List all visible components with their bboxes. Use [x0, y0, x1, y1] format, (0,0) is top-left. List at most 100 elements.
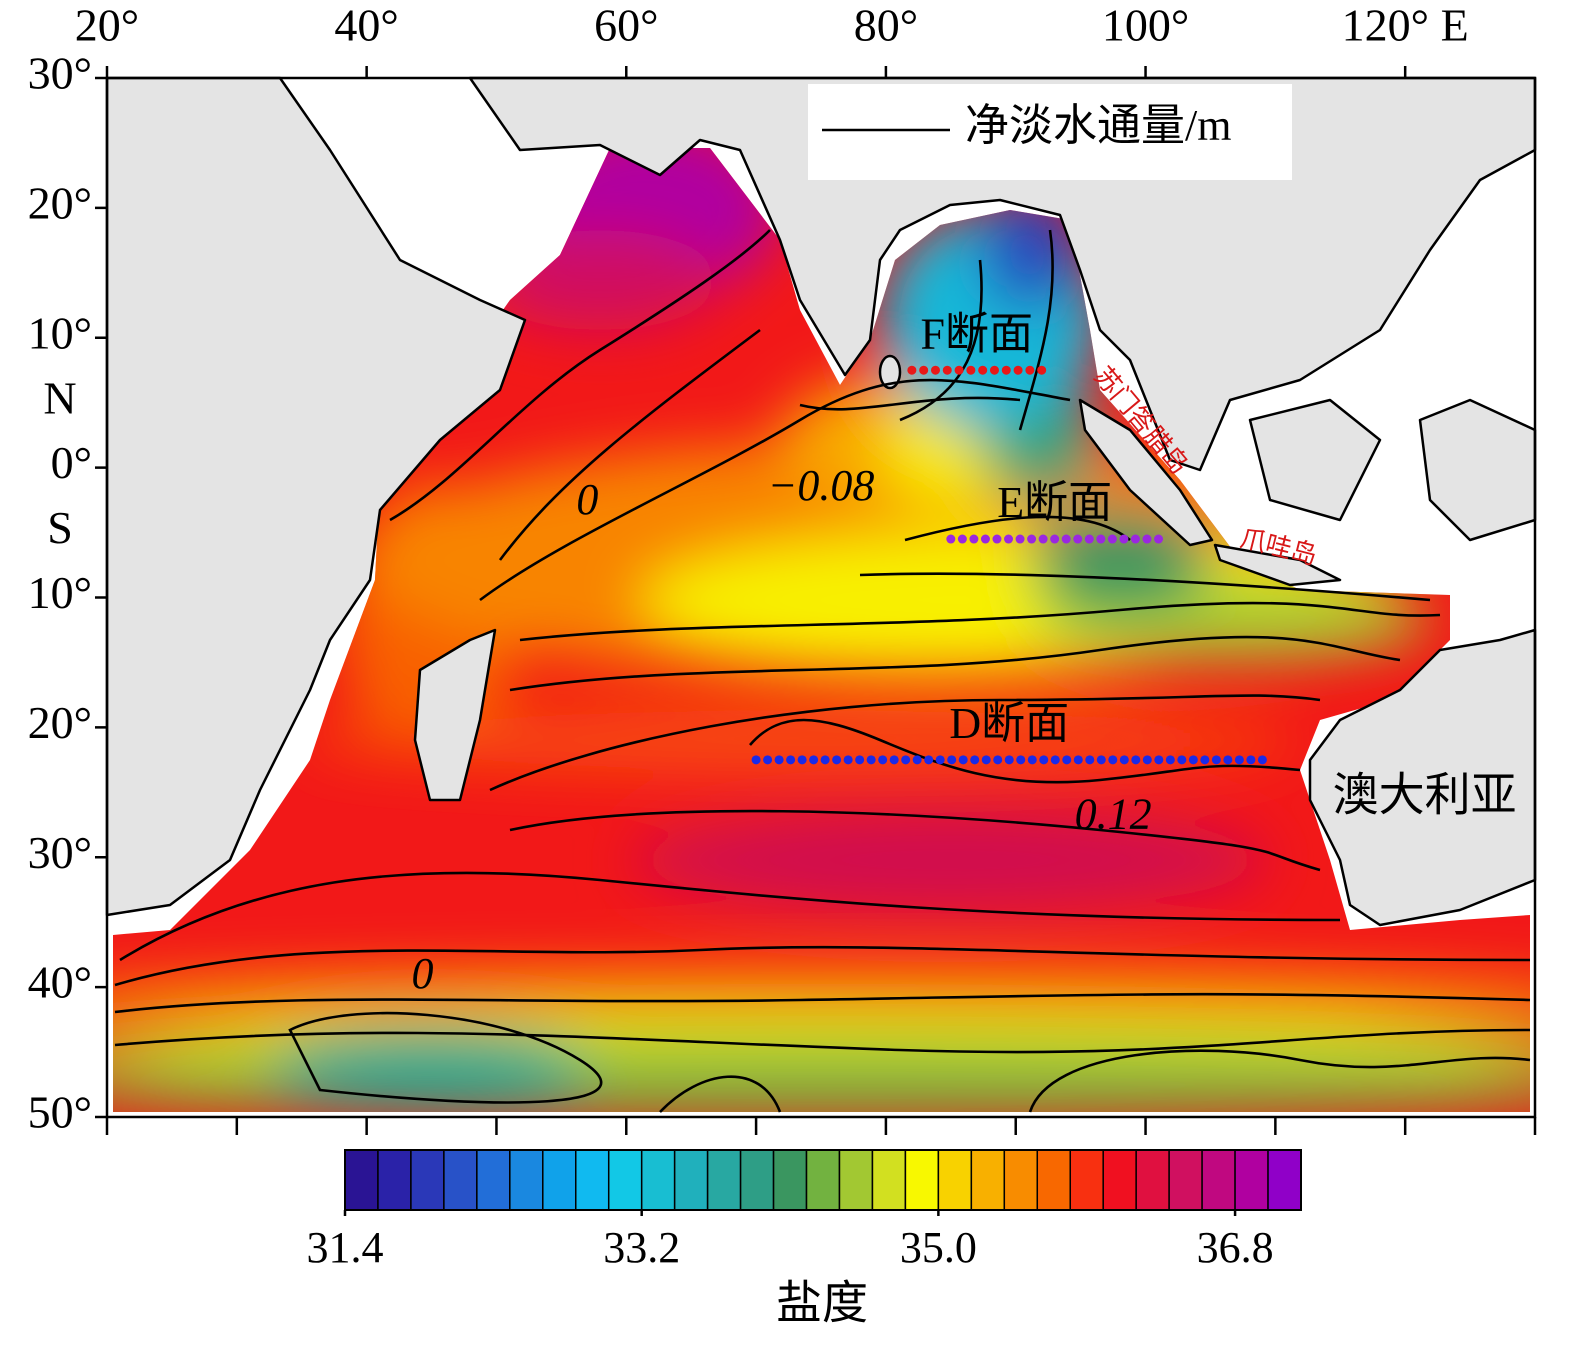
colorbar-swatch: [1003, 1149, 1039, 1211]
legend-box: [808, 84, 1292, 180]
section-station: [786, 755, 796, 765]
colorbar-swatch: [607, 1149, 643, 1211]
colorbar-swatch: [871, 1149, 907, 1211]
y-tick-label: 40°: [28, 957, 92, 1008]
colorbar-tick-label: 36.8: [1197, 1223, 1274, 1272]
section-station: [1234, 755, 1244, 765]
colorbar-swatch: [410, 1149, 445, 1211]
section-station: [1257, 755, 1267, 765]
section-station: [1016, 755, 1026, 765]
colorbar-swatch: [377, 1149, 412, 1211]
section-station: [1039, 755, 1049, 765]
section-station: [878, 755, 888, 765]
section-station: [1119, 755, 1129, 765]
y-tick-label: 20°: [28, 697, 92, 748]
contour-label: 0: [576, 475, 598, 524]
section-station: [969, 534, 979, 544]
y-tick-label: 10°: [28, 307, 92, 358]
y-tick-label: 30°: [28, 827, 92, 878]
x-tick-label: 100°: [1102, 0, 1189, 51]
colorbar-swatch: [1267, 1149, 1302, 1211]
section-label: D断面: [949, 699, 1069, 748]
section-station: [1165, 755, 1175, 765]
section-station: [1004, 534, 1014, 544]
colorbar-swatch: [1135, 1149, 1170, 1211]
section-station: [1004, 755, 1014, 765]
section-label: E断面: [997, 478, 1112, 527]
colorbar-swatch: [443, 1149, 478, 1211]
colorbar-swatch: [1201, 1149, 1236, 1211]
place-label: 澳大利亚: [1333, 770, 1517, 821]
section-station: [978, 365, 988, 375]
section-station: [942, 365, 952, 375]
colorbar-tick-label: 33.2: [603, 1223, 680, 1272]
colorbar-swatch: [937, 1149, 973, 1211]
colorbar-swatch: [805, 1149, 841, 1211]
section-station: [919, 365, 929, 375]
section-station: [1130, 534, 1140, 544]
section-station: [1001, 365, 1011, 375]
section-station: [889, 755, 899, 765]
section-station: [947, 755, 957, 765]
colorbar-swatch: [476, 1149, 511, 1211]
section-station: [981, 755, 991, 765]
section-station: [843, 755, 853, 765]
section-station: [1096, 755, 1106, 765]
section-station: [1096, 534, 1106, 544]
section-station: [1154, 755, 1164, 765]
section-station: [946, 534, 956, 544]
section-station: [966, 365, 976, 375]
section-station: [1025, 365, 1035, 375]
section-station: [1027, 534, 1037, 544]
section-station: [1013, 365, 1023, 375]
hemisphere-label: N: [43, 372, 76, 423]
section-station: [924, 755, 934, 765]
section-station: [1211, 755, 1221, 765]
section-station: [809, 755, 819, 765]
contour-label: 0: [411, 949, 433, 998]
section-station: [1200, 755, 1210, 765]
x-tick-label: 40°: [334, 0, 398, 51]
section-station: [935, 755, 945, 765]
section-station: [820, 755, 830, 765]
y-tick-label: 50°: [28, 1087, 92, 1138]
section-station: [763, 755, 773, 765]
hemisphere-label: S: [47, 502, 73, 553]
section-station: [832, 755, 842, 765]
section-station: [1131, 755, 1141, 765]
section-station: [980, 534, 990, 544]
colorbar-swatch: [706, 1149, 742, 1211]
section-station: [1085, 755, 1095, 765]
section-station: [1107, 534, 1117, 544]
section-station: [1050, 755, 1060, 765]
section-station: [1177, 755, 1187, 765]
section-station: [1073, 755, 1083, 765]
colorbar-swatch: [640, 1149, 676, 1211]
colorbar-swatch: [838, 1149, 874, 1211]
colorbar-swatch: [739, 1149, 775, 1211]
colorbar-swatch: [1168, 1149, 1203, 1211]
section-label: F断面: [921, 309, 1033, 358]
section-station: [1037, 365, 1047, 375]
contour-label: 0.12: [1075, 789, 1152, 838]
section-station: [958, 755, 968, 765]
section-station: [1223, 755, 1233, 765]
x-tick-label: 120° E: [1342, 0, 1469, 51]
section-station: [1038, 534, 1048, 544]
x-tick-label: 80°: [854, 0, 918, 51]
colorbar-swatch: [1234, 1149, 1269, 1211]
section-station: [774, 755, 784, 765]
colorbar-tick-label: 31.4: [307, 1223, 384, 1272]
colorbar-frame: [344, 1149, 1302, 1211]
section-station: [1084, 534, 1094, 544]
section-station: [992, 534, 1002, 544]
section-station: [1062, 755, 1072, 765]
section-station: [855, 755, 865, 765]
y-tick-label: 30°: [28, 48, 92, 99]
legend-label: 净淡水通量/m: [965, 101, 1231, 150]
colorbar-swatch: [772, 1149, 808, 1211]
section-station: [797, 755, 807, 765]
section-station: [1073, 534, 1083, 544]
colorbar-swatch: [509, 1149, 544, 1211]
